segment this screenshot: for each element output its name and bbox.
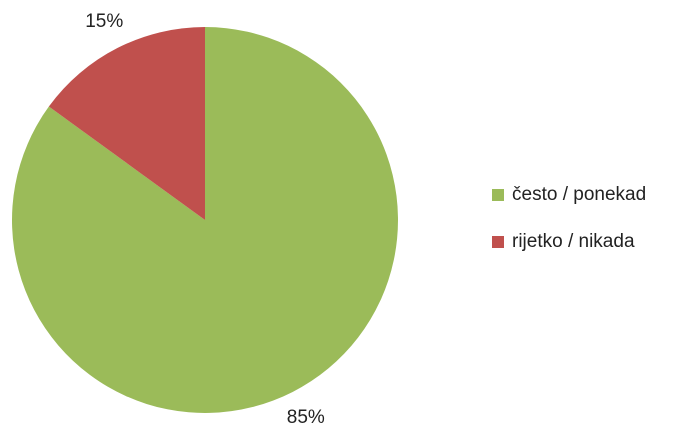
data-label: 15% [85, 11, 123, 32]
data-label: 85% [287, 407, 325, 428]
legend-swatch [492, 189, 504, 201]
legend-label: često / ponekad [512, 184, 646, 205]
pie-slice [11, 27, 398, 413]
pie-slice [48, 27, 206, 220]
legend-swatch [492, 236, 504, 248]
legend-label: rijetko / nikada [512, 231, 635, 252]
